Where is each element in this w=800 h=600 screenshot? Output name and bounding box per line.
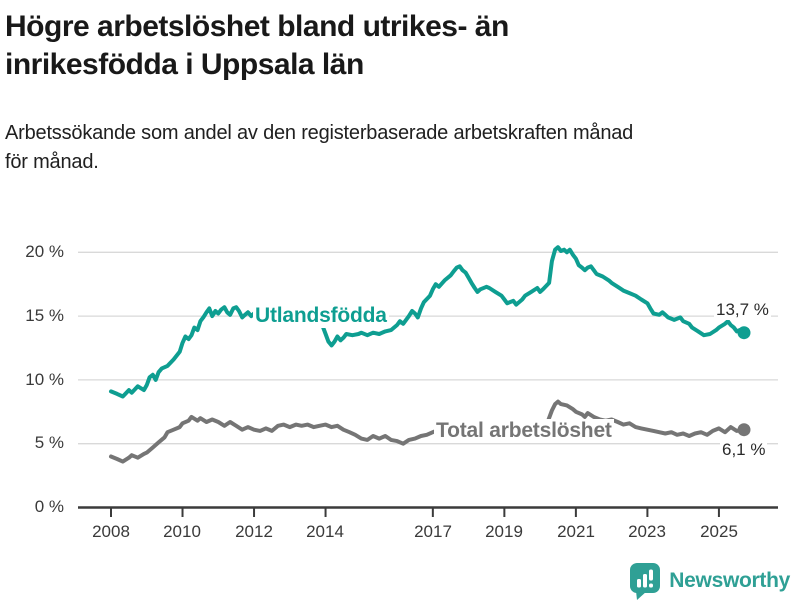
page-title-line1: Högre arbetslöshet bland utrikes- än [5, 10, 509, 43]
series-label-utlandsfodda: Utlandsfödda [253, 304, 389, 328]
y-axis-label-5: 5 % [34, 433, 64, 452]
x-axis-label-2019: 2019 [485, 522, 523, 541]
newsworthy-logo: Newsworthy [629, 562, 790, 600]
y-axis-label-10: 10 % [25, 370, 64, 389]
series-label-total-arbetsloshet: Total arbetslöshet [434, 419, 614, 443]
x-axis-label-2017: 2017 [414, 522, 452, 541]
newsworthy-logo-icon [630, 563, 661, 600]
chart-subtitle-line1: Arbetssökande som andel av den registerb… [5, 122, 634, 144]
value-label-utlandsfodda: 13,7 % [714, 299, 771, 320]
chart-subtitle-line2: för månad. [5, 151, 99, 173]
x-axis-label-2012: 2012 [235, 522, 273, 541]
x-axis-label-2023: 2023 [628, 522, 666, 541]
x-axis-label-2008: 2008 [92, 522, 130, 541]
y-axis-label-15: 15 % [25, 306, 64, 325]
x-axis-label-2010: 2010 [163, 522, 201, 541]
newsworthy-logo-text: Newsworthy [669, 569, 790, 592]
x-axis-label-2025: 2025 [700, 522, 738, 541]
y-axis-label-20: 20 % [25, 242, 64, 261]
x-axis-label-2014: 2014 [306, 522, 344, 541]
x-axis-label-2021: 2021 [557, 522, 595, 541]
page-title: Högre arbetslöshet bland utrikes- än inr… [5, 8, 509, 84]
chart-subtitle: Arbetssökande som andel av den registerb… [5, 119, 633, 177]
page-title-line2: inrikesfödda i Uppsala län [5, 48, 364, 81]
value-label-total-arbetsloshet: 6,1 % [720, 439, 768, 460]
y-axis-label-0: 0 % [34, 497, 64, 516]
